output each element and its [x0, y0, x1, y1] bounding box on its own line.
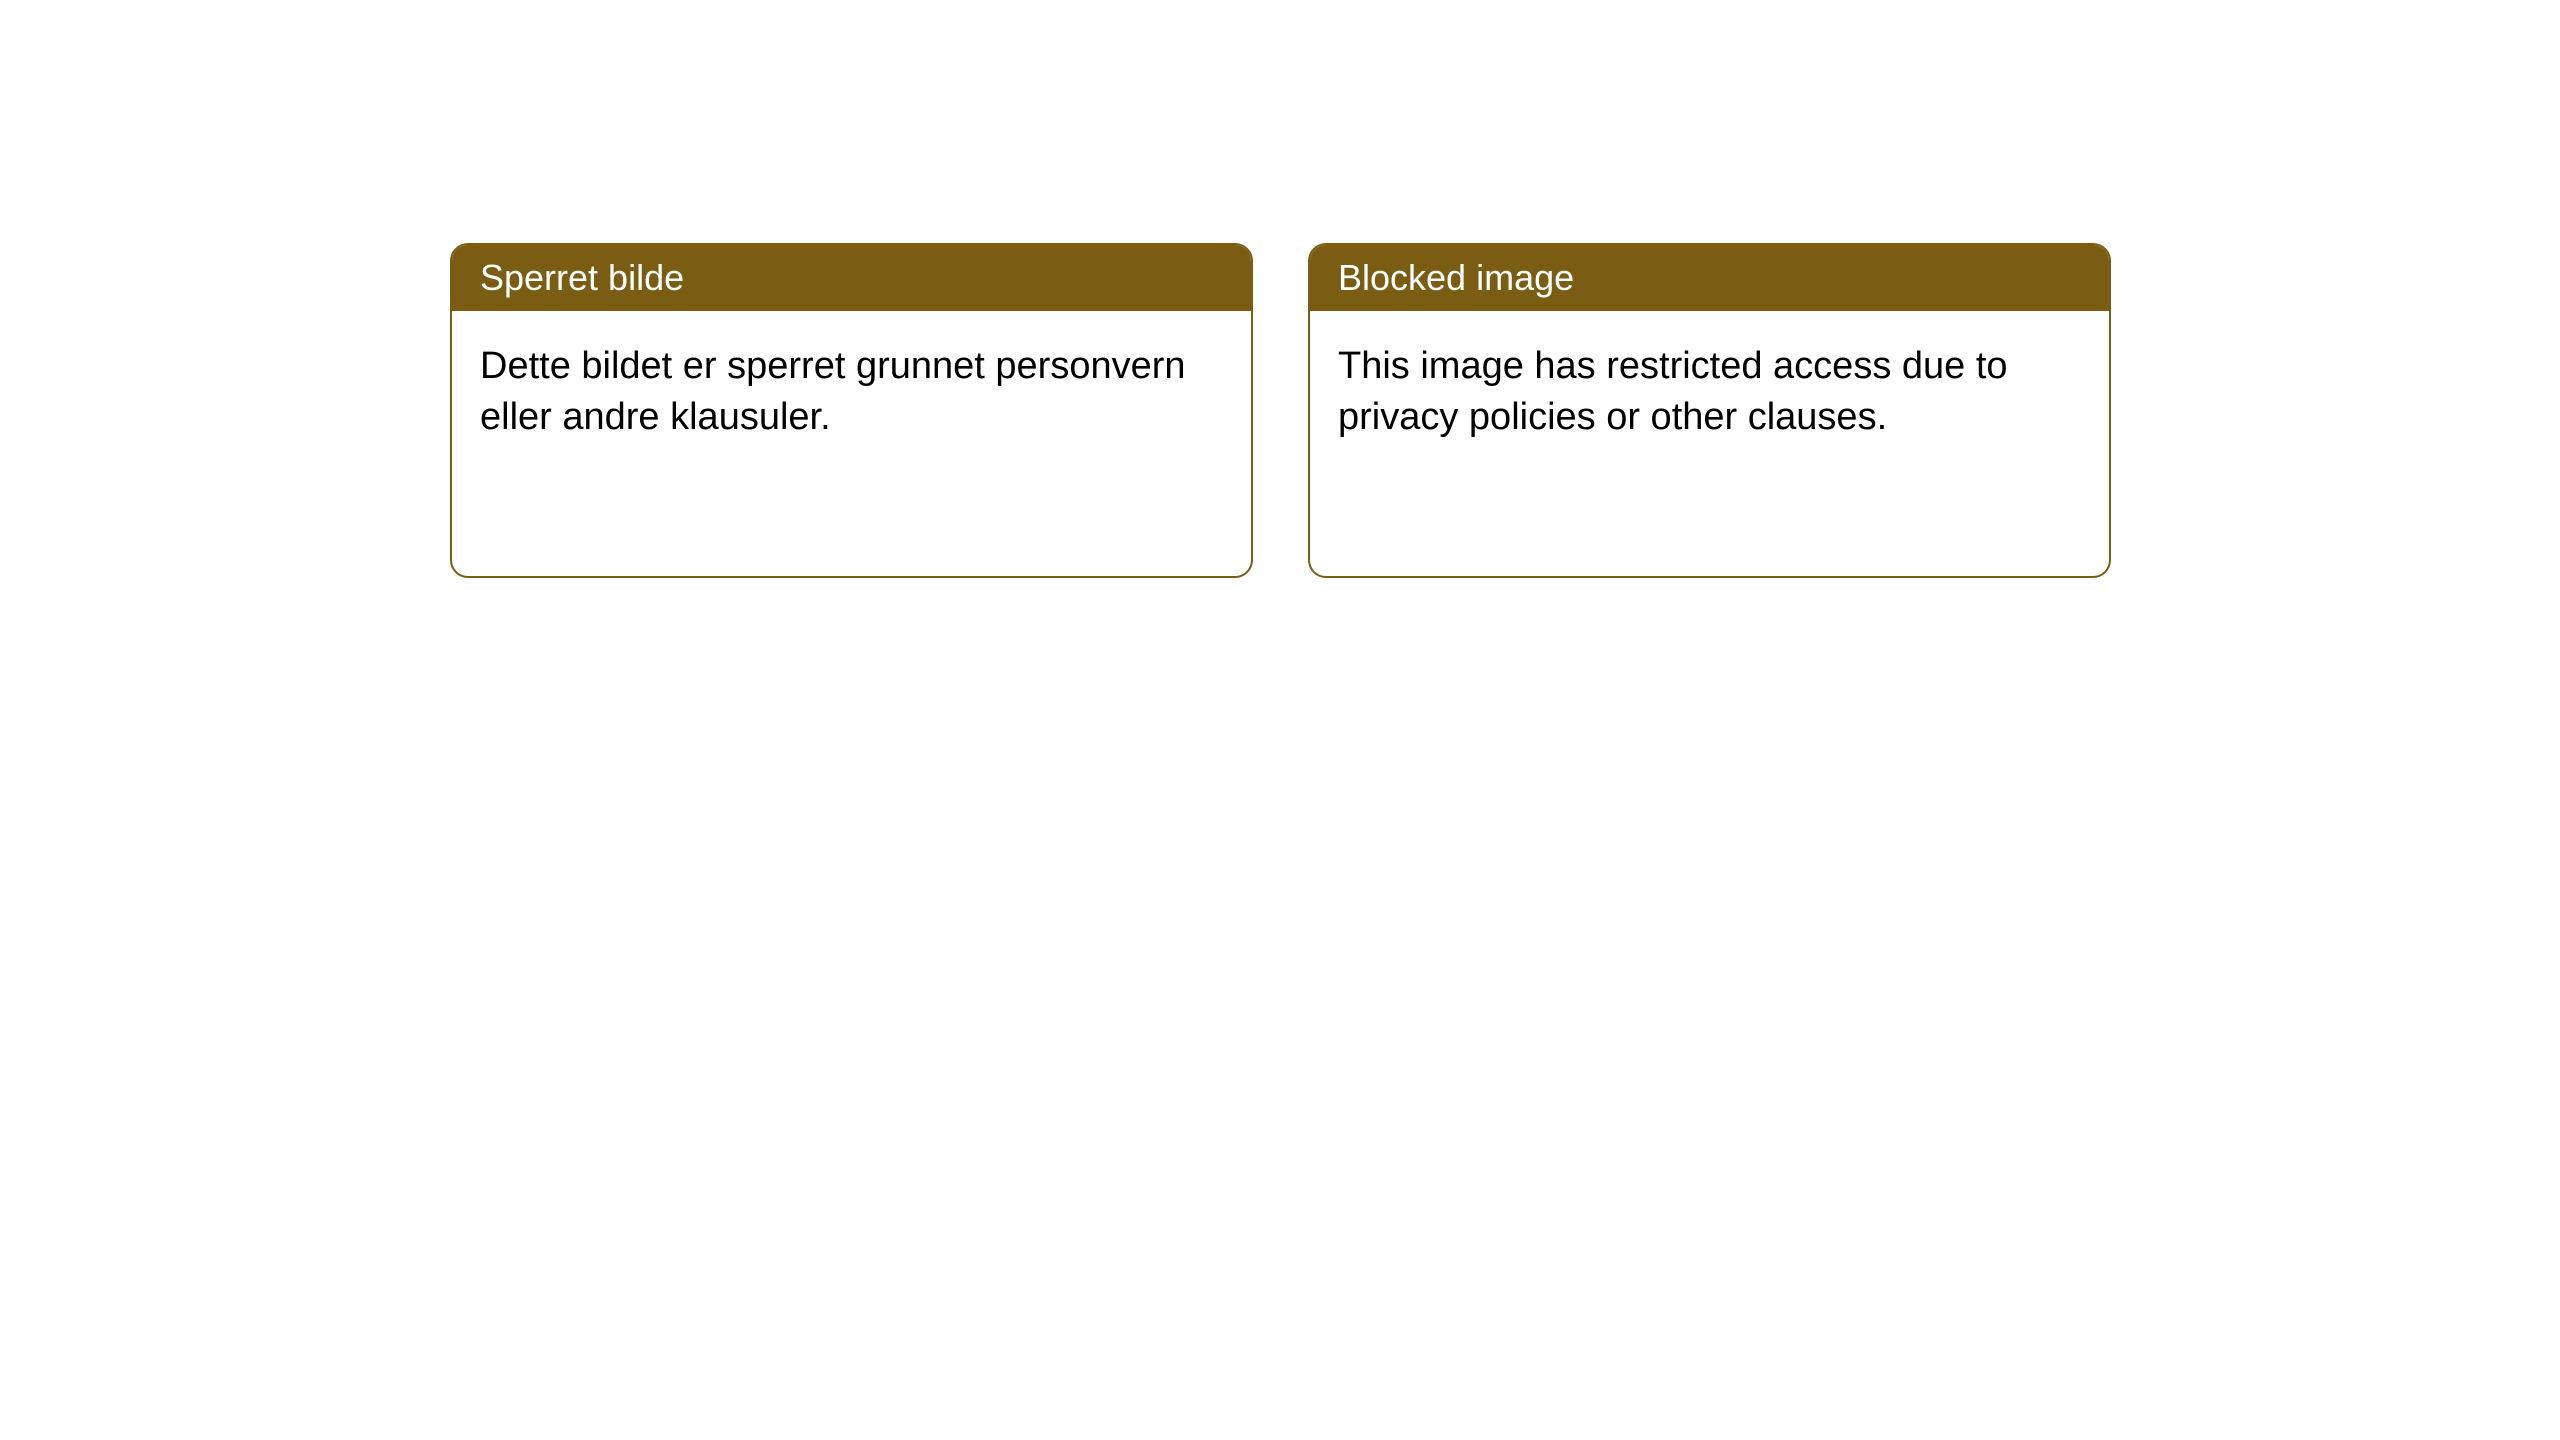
notice-cards-container: Sperret bilde Dette bildet er sperret gr…: [450, 243, 2560, 578]
notice-card-english: Blocked image This image has restricted …: [1308, 243, 2111, 578]
card-title: Sperret bilde: [480, 257, 684, 298]
card-header: Sperret bilde: [452, 245, 1251, 311]
card-title: Blocked image: [1338, 257, 1574, 298]
card-message: This image has restricted access due to …: [1338, 345, 2008, 438]
card-body: Dette bildet er sperret grunnet personve…: [452, 311, 1251, 474]
notice-card-norwegian: Sperret bilde Dette bildet er sperret gr…: [450, 243, 1253, 578]
card-header: Blocked image: [1310, 245, 2109, 311]
card-body: This image has restricted access due to …: [1310, 311, 2109, 474]
card-message: Dette bildet er sperret grunnet personve…: [480, 345, 1186, 438]
